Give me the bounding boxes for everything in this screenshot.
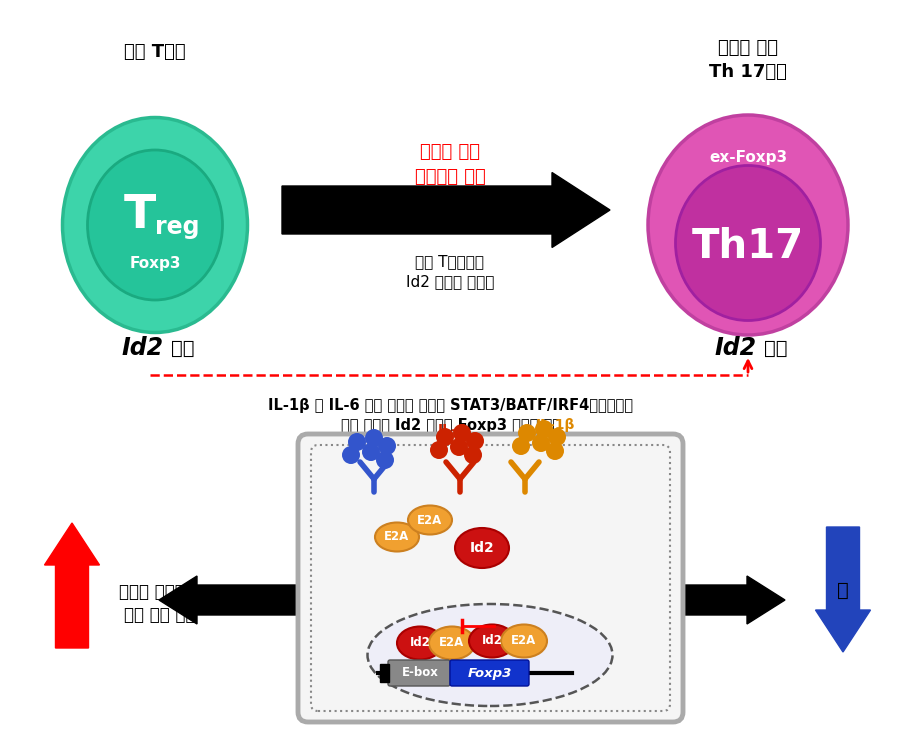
Text: Foxp3: Foxp3 (129, 255, 180, 271)
Text: Foxp3: Foxp3 (467, 667, 511, 679)
Circle shape (465, 432, 483, 450)
FancyBboxPatch shape (388, 660, 449, 686)
Ellipse shape (408, 505, 452, 534)
FancyBboxPatch shape (449, 660, 529, 686)
Circle shape (378, 437, 396, 455)
Text: E2A: E2A (417, 514, 442, 526)
Circle shape (511, 437, 529, 455)
Text: IL-6: IL-6 (437, 423, 466, 437)
Circle shape (453, 424, 471, 442)
Ellipse shape (648, 115, 847, 335)
Ellipse shape (87, 150, 222, 300)
Circle shape (429, 441, 447, 459)
Ellipse shape (374, 522, 419, 551)
Text: IL-1β 와 IL-6 신호 경로에 관련된 STAT3/BATF/IRF4전사인자에: IL-1β 와 IL-6 신호 경로에 관련된 STAT3/BATF/IRF4전… (268, 397, 633, 412)
Text: T: T (124, 192, 156, 238)
Text: 염증성 도움: 염증성 도움 (717, 39, 778, 57)
Circle shape (548, 428, 566, 446)
Ellipse shape (675, 166, 820, 320)
Text: Id2: Id2 (469, 541, 493, 555)
Text: 암: 암 (836, 580, 848, 599)
Circle shape (364, 429, 382, 447)
Text: Id2 발현이 증가됨: Id2 발현이 증가됨 (405, 275, 493, 289)
Circle shape (546, 442, 564, 460)
Ellipse shape (367, 604, 612, 706)
Text: 염증성 질환: 염증성 질환 (419, 143, 480, 161)
Text: Id2: Id2 (410, 636, 430, 650)
Ellipse shape (397, 627, 443, 659)
Text: 조절 T세포에서: 조절 T세포에서 (415, 255, 484, 269)
Ellipse shape (428, 627, 474, 659)
Circle shape (342, 446, 360, 464)
Text: E2A: E2A (511, 634, 536, 648)
Ellipse shape (455, 528, 509, 568)
Text: Id2: Id2 (122, 336, 164, 360)
Text: E2A: E2A (384, 531, 410, 543)
Text: IL-1β: IL-1β (535, 418, 574, 432)
Ellipse shape (468, 625, 514, 658)
Text: 높음: 높음 (763, 338, 787, 357)
Text: Th 17세포: Th 17세포 (708, 63, 786, 81)
Text: E-box: E-box (401, 667, 438, 679)
Circle shape (375, 451, 393, 469)
Text: Id2: Id2 (714, 336, 756, 360)
Circle shape (436, 428, 454, 446)
Text: 다발성 경화증 및: 다발성 경화증 및 (119, 583, 200, 601)
Text: 자가 면역 질환: 자가 면역 질환 (124, 606, 196, 624)
Circle shape (362, 443, 380, 461)
Text: Th17: Th17 (691, 227, 804, 267)
Bar (380, 664, 389, 682)
FancyArrow shape (675, 576, 784, 624)
Text: ex-Foxp3: ex-Foxp3 (708, 149, 787, 164)
Circle shape (347, 433, 365, 451)
Text: reg: reg (154, 215, 199, 239)
Circle shape (518, 424, 536, 442)
Text: 낮음: 낮음 (171, 338, 195, 357)
Text: 조절 T세포: 조절 T세포 (124, 43, 186, 61)
FancyBboxPatch shape (298, 434, 682, 722)
FancyArrow shape (281, 172, 610, 247)
Circle shape (531, 434, 549, 452)
FancyArrow shape (159, 576, 307, 624)
Circle shape (534, 420, 552, 438)
Text: 자가면역 질환: 자가면역 질환 (414, 168, 485, 186)
Circle shape (449, 438, 467, 456)
Text: Id2: Id2 (481, 634, 502, 648)
Ellipse shape (62, 118, 247, 332)
FancyArrow shape (44, 523, 99, 648)
Text: 의해 증가된 Id2 발현이 Foxp3 발현을 억제: 의해 증가된 Id2 발현이 Foxp3 발현을 억제 (341, 417, 560, 432)
Ellipse shape (501, 625, 547, 658)
Text: E2A: E2A (439, 636, 465, 650)
FancyArrow shape (815, 527, 870, 652)
Circle shape (464, 446, 482, 464)
